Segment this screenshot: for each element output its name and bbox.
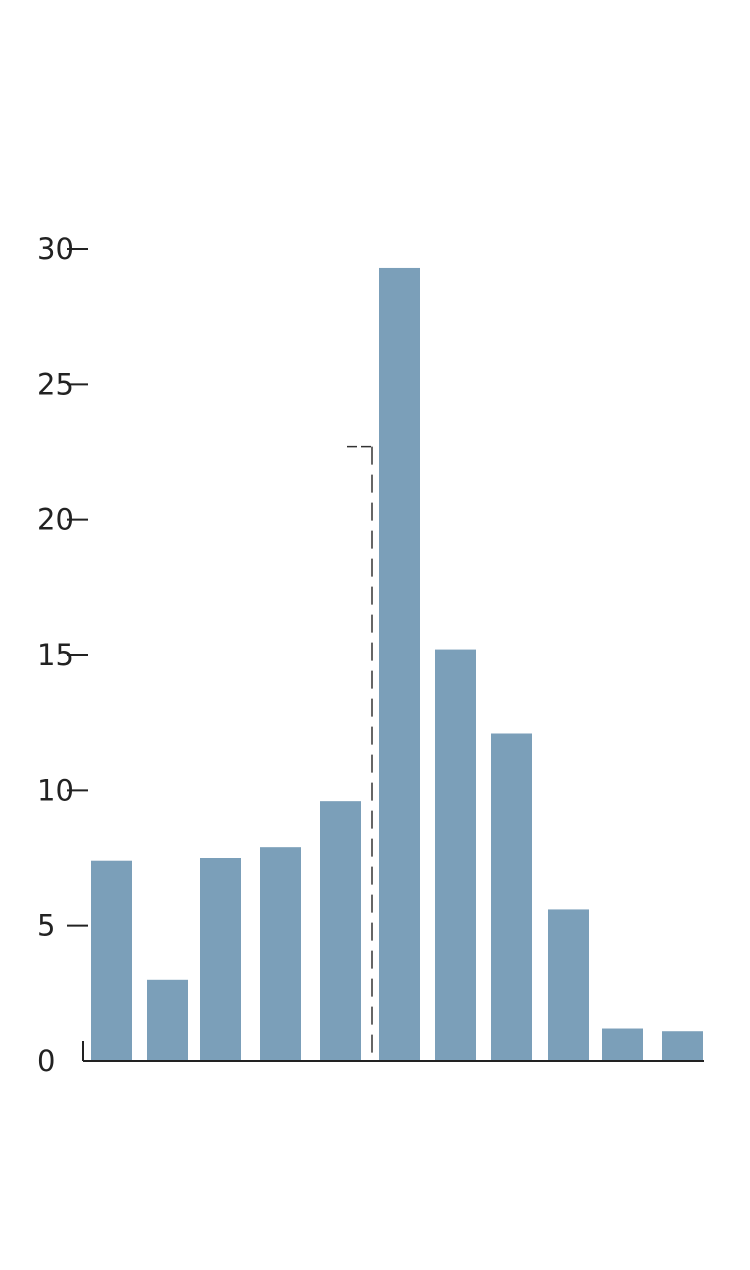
bar-4 <box>260 847 301 1061</box>
bar-5 <box>320 801 361 1061</box>
bar-10 <box>602 1028 643 1061</box>
bar-2 <box>147 979 188 1061</box>
y-tick-label: 0 <box>37 1044 55 1078</box>
bar-3 <box>200 858 241 1061</box>
reference-line <box>347 445 373 1061</box>
bar-7 <box>435 649 476 1061</box>
bars <box>91 267 703 1061</box>
y-axis: 0 5 10 15 20 25 30 <box>37 232 88 1078</box>
y-tick-label: 5 <box>37 909 55 943</box>
y-tick-label: 10 <box>37 773 74 807</box>
bar-11 <box>662 1031 703 1061</box>
bar-6 <box>379 267 420 1061</box>
bar-9 <box>548 909 589 1061</box>
y-tick-label: 25 <box>37 367 74 401</box>
y-tick-label: 20 <box>37 503 74 537</box>
y-tick-label: 15 <box>37 638 74 672</box>
bar-1 <box>91 860 132 1061</box>
bar-8 <box>491 733 532 1061</box>
y-tick-label: 30 <box>37 232 74 266</box>
